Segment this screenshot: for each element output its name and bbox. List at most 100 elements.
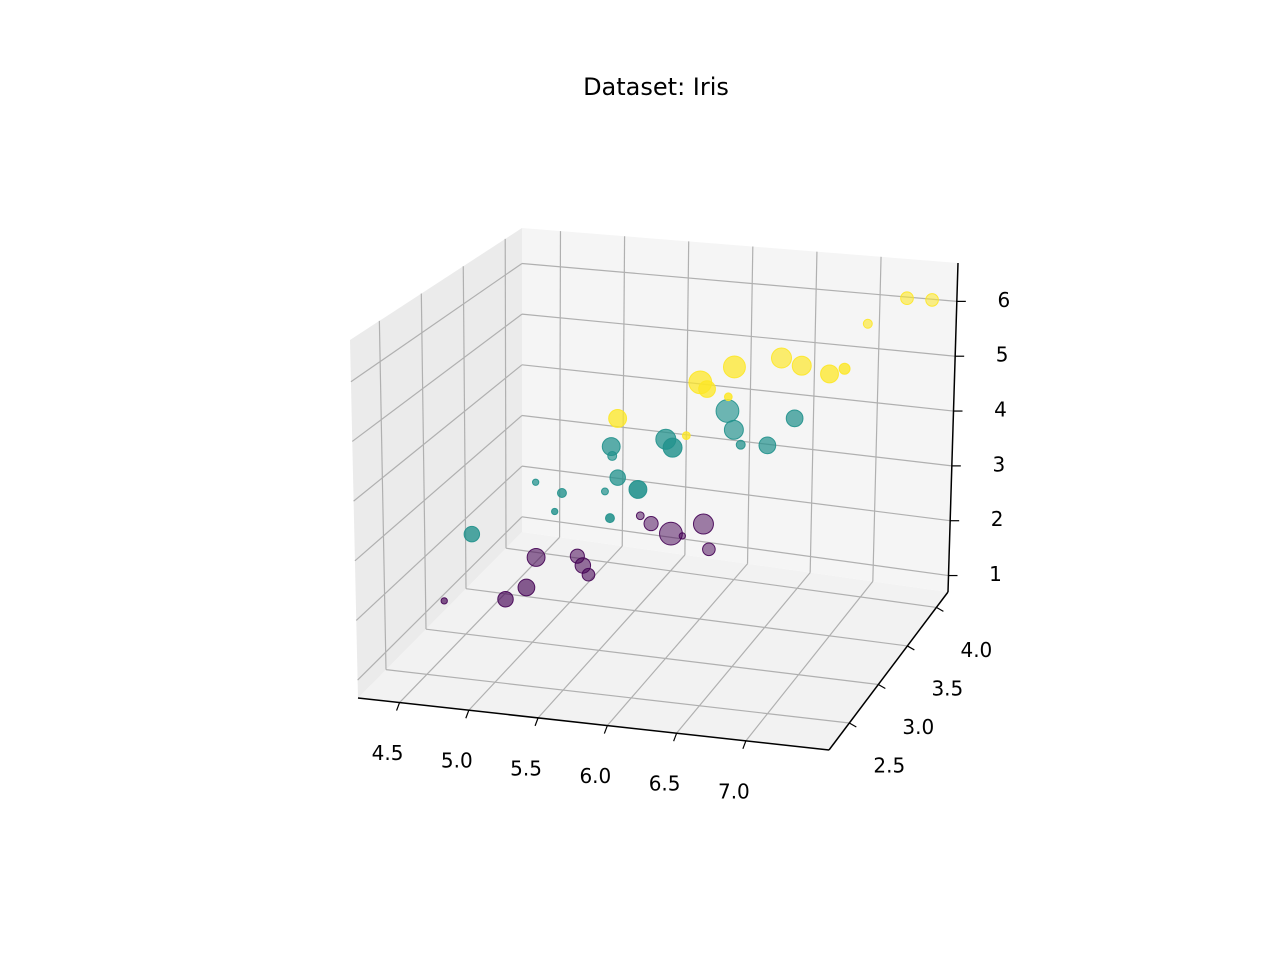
grid-line xyxy=(521,465,951,522)
x-tick-label: 5.0 xyxy=(441,749,473,773)
point xyxy=(608,408,628,428)
grid-line xyxy=(353,364,523,502)
grid-line xyxy=(809,251,818,573)
point xyxy=(723,392,733,402)
y-tick xyxy=(849,722,857,728)
y-axis-line xyxy=(828,591,949,751)
point xyxy=(820,364,839,384)
x-tick xyxy=(395,702,401,711)
y-tick xyxy=(907,645,915,651)
z-tick-label: 3 xyxy=(992,452,1005,476)
point xyxy=(715,399,740,423)
point xyxy=(531,478,540,486)
point xyxy=(643,516,659,532)
point xyxy=(838,362,851,375)
x-tick-label: 6.5 xyxy=(649,772,681,796)
point xyxy=(678,532,686,540)
y-tick xyxy=(936,606,944,612)
point xyxy=(722,355,746,379)
point xyxy=(517,578,536,597)
grid-line xyxy=(521,262,957,302)
point xyxy=(771,347,793,369)
point xyxy=(463,525,481,543)
x-tick-label: 7.0 xyxy=(718,779,750,803)
x-tick xyxy=(465,710,470,719)
grid-line xyxy=(521,414,952,467)
grid-line xyxy=(521,364,954,412)
y-tick-label: 4.0 xyxy=(960,638,992,662)
grid-line xyxy=(745,581,874,742)
point xyxy=(723,419,744,440)
point xyxy=(600,487,609,496)
point xyxy=(659,521,683,546)
grid-line xyxy=(385,669,850,724)
point xyxy=(758,436,777,455)
grid-line xyxy=(606,563,748,726)
point xyxy=(925,293,939,307)
z-tick-label: 5 xyxy=(996,343,1009,367)
z-tick-label: 4 xyxy=(994,398,1007,422)
point xyxy=(681,431,691,441)
point xyxy=(791,355,812,376)
x-tick xyxy=(742,740,747,750)
z-axis-line xyxy=(947,262,959,593)
x-tick-label: 4.5 xyxy=(372,741,404,765)
grid-line xyxy=(676,572,811,734)
grid-line xyxy=(521,313,956,357)
point xyxy=(785,409,804,428)
point xyxy=(692,513,714,535)
grid-line xyxy=(420,293,427,630)
point xyxy=(609,469,626,486)
x-tick xyxy=(673,732,678,742)
point xyxy=(862,318,873,329)
y-tick-label: 2.5 xyxy=(873,754,905,778)
grid-line xyxy=(684,241,690,555)
grid-line xyxy=(537,554,686,719)
grid-line xyxy=(354,415,523,562)
point xyxy=(526,547,546,567)
x-tick-label: 6.0 xyxy=(579,764,611,788)
y-tick xyxy=(878,683,886,690)
point xyxy=(581,567,596,582)
y-tick-label: 3.0 xyxy=(902,715,934,739)
back-pane xyxy=(522,228,958,592)
point xyxy=(556,488,567,498)
point xyxy=(551,507,559,516)
point xyxy=(900,291,914,306)
point xyxy=(601,437,621,456)
grid-line xyxy=(468,545,623,711)
grid-line xyxy=(425,628,879,686)
z-tick-label: 2 xyxy=(991,507,1004,531)
grid-line xyxy=(746,246,754,564)
grid-line xyxy=(872,256,882,582)
grid-line xyxy=(357,516,523,681)
point xyxy=(662,437,683,458)
x-tick xyxy=(534,717,539,727)
grid-line xyxy=(378,320,387,670)
grid-line xyxy=(521,516,949,577)
x-tick-label: 5.5 xyxy=(510,756,542,780)
grid-line xyxy=(504,238,507,549)
z-tick-label: 6 xyxy=(997,288,1010,312)
floor-pane xyxy=(358,532,948,750)
z-tick-label: 1 xyxy=(989,562,1002,586)
point xyxy=(735,439,746,450)
chart-title: Dataset: Iris xyxy=(583,73,729,101)
point xyxy=(604,513,615,524)
point xyxy=(702,542,716,557)
grid-line xyxy=(355,465,523,621)
grid-line xyxy=(350,262,523,383)
x-tick xyxy=(603,725,608,734)
point xyxy=(497,591,514,608)
grid-line xyxy=(465,588,908,647)
grid-line xyxy=(558,231,562,538)
y-tick-label: 3.5 xyxy=(931,676,963,700)
left-pane xyxy=(350,228,522,698)
point xyxy=(635,511,645,521)
point xyxy=(628,479,648,499)
point xyxy=(698,380,716,398)
grid-line xyxy=(351,313,523,442)
x-axis-line xyxy=(357,697,830,751)
point xyxy=(440,597,448,605)
